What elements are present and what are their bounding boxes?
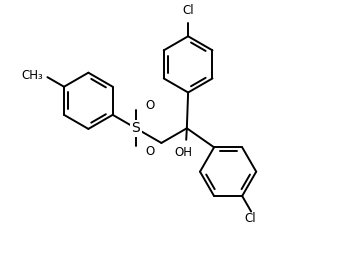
Text: O: O: [145, 99, 154, 112]
Text: Cl: Cl: [182, 4, 194, 17]
Text: CH₃: CH₃: [21, 69, 43, 82]
Text: S: S: [131, 121, 140, 135]
Text: Cl: Cl: [244, 213, 256, 225]
Text: O: O: [145, 145, 154, 158]
Text: OH: OH: [174, 146, 193, 159]
